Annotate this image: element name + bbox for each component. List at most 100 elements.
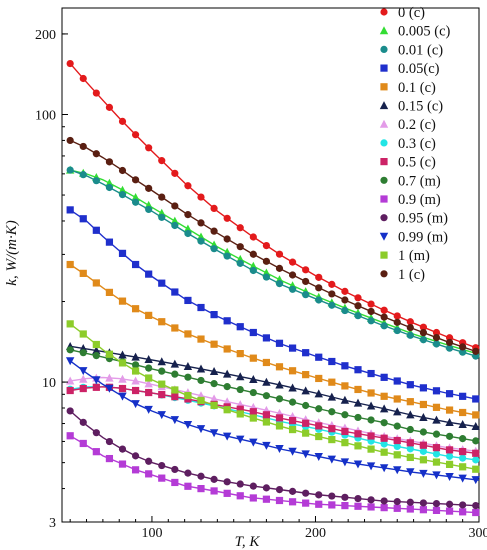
data-point xyxy=(367,432,375,440)
data-point xyxy=(380,434,388,442)
data-point xyxy=(419,336,427,344)
data-point xyxy=(79,142,87,151)
legend-label: 0.99 (m) xyxy=(398,229,448,245)
legend-label: 0.7 (m) xyxy=(398,173,441,189)
data-point xyxy=(406,318,414,326)
data-point xyxy=(406,439,414,447)
data-point xyxy=(171,465,179,474)
data-point xyxy=(302,401,310,410)
data-point xyxy=(118,350,127,359)
data-point xyxy=(171,288,179,296)
data-point xyxy=(380,504,388,512)
data-point xyxy=(419,384,427,392)
data-point xyxy=(432,415,441,424)
data-point xyxy=(131,198,140,206)
data-point xyxy=(262,392,271,400)
data-point xyxy=(367,300,375,308)
data-point xyxy=(419,506,427,514)
data-point xyxy=(79,349,87,357)
series-1-c xyxy=(66,136,480,355)
data-point xyxy=(197,396,205,405)
data-point xyxy=(223,235,231,243)
data-point xyxy=(210,311,218,319)
data-point xyxy=(275,280,284,288)
data-point xyxy=(393,436,401,445)
data-point xyxy=(288,383,297,392)
data-point xyxy=(275,264,284,272)
data-point xyxy=(328,301,336,309)
data-point xyxy=(223,317,231,325)
data-point xyxy=(459,408,467,417)
data-point xyxy=(131,192,140,201)
data-point xyxy=(406,398,414,406)
data-point xyxy=(66,59,74,68)
data-point xyxy=(445,390,454,398)
data-point xyxy=(236,224,244,232)
data-point xyxy=(158,318,166,326)
data-point xyxy=(249,438,258,447)
series-1-m xyxy=(66,320,480,473)
series-0-05-c xyxy=(66,206,480,403)
data-point xyxy=(380,440,388,448)
legend-item: 0.01 (c) xyxy=(380,42,443,58)
data-point xyxy=(66,346,74,354)
data-point xyxy=(275,445,284,454)
data-point xyxy=(236,492,244,500)
data-point xyxy=(472,456,480,464)
data-point xyxy=(249,482,257,490)
data-point xyxy=(315,491,323,499)
data-point xyxy=(406,410,415,419)
data-point xyxy=(210,380,218,388)
data-point xyxy=(262,257,271,265)
data-point xyxy=(118,297,127,305)
data-point xyxy=(419,323,427,331)
data-point xyxy=(118,185,127,194)
legend-label: 0.05(c) xyxy=(398,61,440,77)
data-point xyxy=(131,305,140,313)
legend-label: 0.3 (c) xyxy=(398,136,436,152)
data-point xyxy=(262,441,271,450)
data-point xyxy=(406,331,414,339)
legend: 0 (c) 0.005 (c) 0.01 (c) 0.05(c) 0.1 (c) 0.15… xyxy=(379,5,451,283)
legend-item: 0.1 (c) xyxy=(380,80,436,96)
data-point xyxy=(131,361,140,369)
data-point xyxy=(393,466,402,475)
data-point xyxy=(419,447,427,455)
data-point xyxy=(209,429,219,438)
data-point xyxy=(275,485,284,494)
x-axis-label: T, K xyxy=(235,534,261,550)
data-point xyxy=(92,279,100,287)
legend-item: 0.005 (c) xyxy=(379,24,451,40)
data-point xyxy=(249,250,257,258)
data-point xyxy=(328,492,336,500)
data-point xyxy=(472,395,480,403)
data-point xyxy=(197,219,205,227)
data-point xyxy=(275,380,284,389)
data-point xyxy=(472,465,480,473)
data-point xyxy=(406,425,414,434)
data-point xyxy=(445,472,454,481)
legend-label: 0 (c) xyxy=(398,5,425,21)
data-point xyxy=(354,302,362,310)
data-point xyxy=(171,169,179,177)
data-point xyxy=(105,373,114,382)
data-point xyxy=(341,306,349,315)
y-tick-label: 200 xyxy=(35,28,56,43)
data-point xyxy=(209,367,219,376)
data-point xyxy=(315,432,323,441)
data-point xyxy=(145,311,153,319)
data-point xyxy=(66,206,74,214)
legend-label: 0.15 (c) xyxy=(398,99,443,115)
data-point xyxy=(393,442,401,451)
data-point xyxy=(445,460,454,469)
data-point xyxy=(171,393,179,401)
data-point xyxy=(341,362,349,370)
data-point xyxy=(210,245,218,253)
data-point xyxy=(367,369,375,378)
data-point xyxy=(183,420,193,429)
data-point xyxy=(328,357,336,366)
legend-marker xyxy=(379,26,389,35)
data-point xyxy=(341,287,349,295)
data-point xyxy=(236,480,244,488)
data-point xyxy=(131,376,140,385)
